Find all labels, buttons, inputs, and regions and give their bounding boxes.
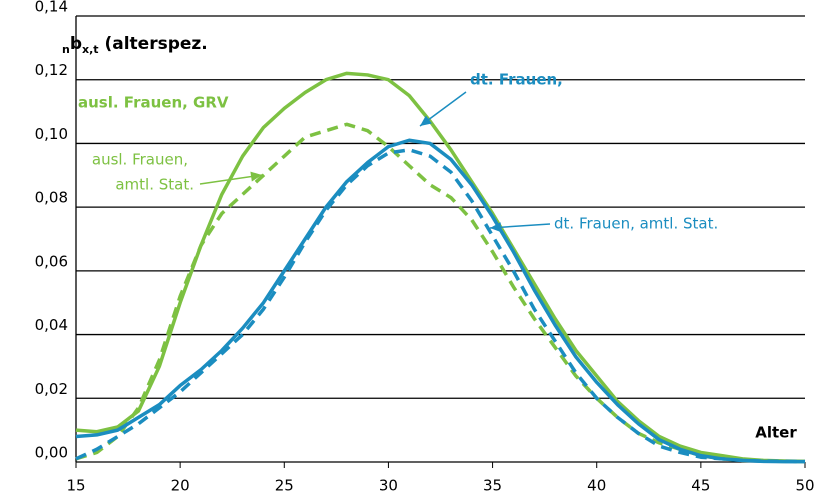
series-label: ausl. Frauen, GRV: [78, 94, 229, 112]
label-arrowhead: [490, 222, 502, 233]
x-axis-label: Alter: [755, 424, 797, 442]
x-tick-label: 50: [795, 477, 814, 495]
series-label: dt. Frauen,: [470, 71, 563, 89]
y-tick-label: 0,10: [35, 125, 68, 143]
y-tick-label: 0,08: [35, 189, 68, 207]
series-line: [75, 138, 805, 464]
series-label: amtl. Stat.: [115, 176, 194, 194]
x-tick-label: 15: [66, 477, 85, 495]
series-label: dt. Frauen, amtl. Stat.: [554, 215, 718, 233]
y-axis-label-part: b: [70, 34, 82, 54]
y-axis-label-part: n: [62, 43, 70, 56]
label-arrowhead: [250, 171, 262, 182]
label-arrowhead: [420, 115, 432, 126]
x-tick-label: 30: [379, 477, 398, 495]
y-tick-label: 0,14: [35, 0, 68, 16]
x-tick-label: 45: [691, 477, 710, 495]
y-tick-label: 0,04: [35, 316, 68, 334]
series-line: [75, 71, 806, 464]
series-label: ausl. Frauen,: [92, 151, 188, 169]
y-axis-label-part: x,t: [82, 43, 99, 56]
x-tick-label: 25: [275, 477, 294, 495]
y-tick-label: 0,12: [35, 61, 68, 79]
y-tick-label: 0,00: [35, 444, 68, 462]
y-axis-label: nbx,t (alterspez.: [62, 34, 208, 56]
x-tick-label: 40: [587, 477, 606, 495]
y-axis-label-part: (alterspez.: [99, 34, 208, 54]
y-tick-label: 0,06: [35, 252, 68, 270]
x-tick-label: 35: [483, 477, 502, 495]
y-tick-label: 0,02: [35, 380, 68, 398]
x-tick-label: 20: [171, 477, 190, 495]
series-line: [75, 148, 806, 464]
